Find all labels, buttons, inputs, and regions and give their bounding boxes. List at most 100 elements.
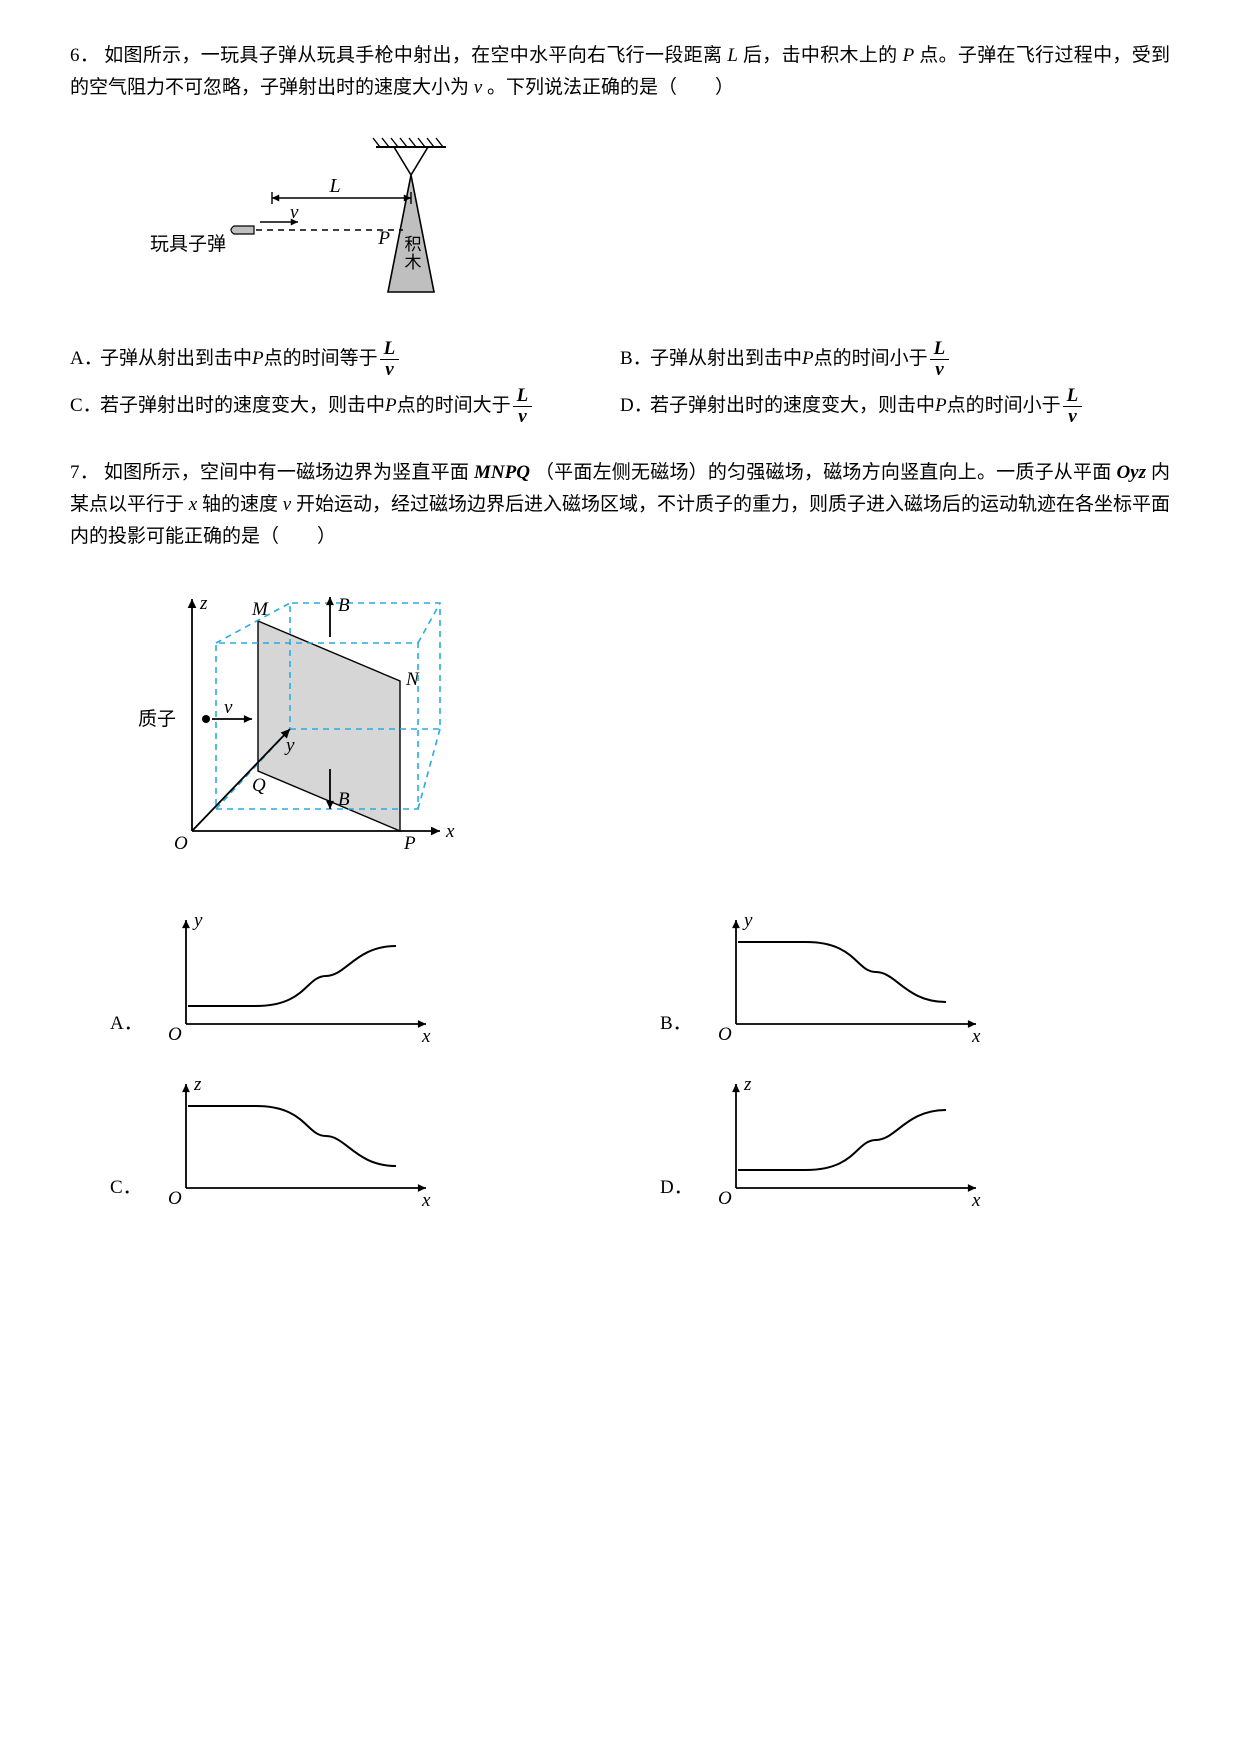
q7-graph-C: Ox z [148,1066,448,1211]
q6-C-frac-num: L [513,386,533,407]
q6-var-L: L [727,45,738,66]
q7-figure: OxzyMNPQBBv质子 [130,581,480,882]
svg-text:y: y [742,910,753,931]
q7-graph-D: Oxz [698,1066,998,1211]
q6-C-letter: C． [70,390,100,422]
q6-row-CD: C． 若子弹射出时的速度变大，则击中 P 点的时间大于 L v D． 若子弹射出… [70,386,1170,427]
svg-text:x: x [421,1190,431,1211]
q6-opt-C[interactable]: C． 若子弹射出时的速度变大，则击中 P 点的时间大于 L v [70,386,620,427]
q6-B-pre: 子弹从射出到击中 [650,343,802,375]
q7-row-AB: A． Ox y B． Ox y [70,902,1170,1058]
svg-text:x: x [971,1026,981,1047]
q6-row-AB: A． 子弹从射出到击中 P 点的时间等于 L v B． 子弹从射出到击中 P 点… [70,339,1170,380]
q6-C-frac-den: v [513,407,533,427]
q7-graph-B: Ox y [698,902,998,1047]
svg-text:v: v [224,697,233,718]
q7-opt-D[interactable]: D． Oxz [620,1066,1170,1222]
svg-text:x: x [421,1026,431,1047]
q7-graph-A: Ox y [148,902,448,1047]
q6-D-letter: D． [620,390,650,422]
q6-figure: Lv P积木 玩具子弹 [130,132,486,321]
q7-graph-D-box: Oxz [698,1066,998,1222]
question-7: 7． 如图所示，空间中有一磁场边界为竖直平面 MNPQ （平面左侧无磁场）的匀强… [70,457,1170,1223]
q7-t2: （平面左侧无磁场）的匀强磁场，磁场方向竖直向上。一质子从平面 [535,462,1117,483]
q6-A-mid: 点的时间等于 [264,343,378,375]
q7-figure-svg: OxzyMNPQBBv质子 [130,581,480,871]
q6-B-frac-num: L [930,339,950,360]
question-6: 6． 如图所示，一玩具子弹从玩具手枪中射出，在空中水平向右飞行一段距离 L 后，… [70,40,1170,427]
q6-C-mid: 点的时间大于 [397,390,511,422]
q6-t2: 后，击中积木上的 [743,45,903,66]
svg-text:x: x [971,1190,981,1211]
q6-t4: 。下列说法正确的是（ ） [487,77,734,98]
svg-text:y: y [192,910,203,931]
q7-D-letter: D． [660,1172,690,1204]
q6-B-frac-den: v [930,360,950,380]
q7-opt-C[interactable]: C． Ox z [70,1066,620,1222]
q7-t4: 轴的速度 [202,494,283,515]
q6-C-frac: L v [511,386,535,427]
q7-var-Oyz: Oyz [1116,462,1146,483]
q6-opt-B[interactable]: B． 子弹从射出到击中 P 点的时间小于 L v [620,339,1170,380]
q7-stem: 7． 如图所示，空间中有一磁场边界为竖直平面 MNPQ （平面左侧无磁场）的匀强… [70,457,1170,554]
q6-D-frac: L v [1061,386,1085,427]
q7-graph-C-box: Ox z [148,1066,448,1222]
q7-row-CD: C． Oxz D． Oxz [70,1066,1170,1222]
q7-t1: 如图所示，空间中有一磁场边界为竖直平面 [104,462,474,483]
svg-text:积: 积 [405,235,422,254]
q6-A-var: P [252,343,264,375]
q6-C-var: P [385,390,397,422]
q6-var-v: v [474,77,482,98]
svg-text:O: O [718,1188,732,1209]
q7-var-MNPQ: MNPQ [474,462,530,483]
q6-D-pre: 若子弹射出时的速度变大，则击中 [650,390,935,422]
svg-text:P: P [403,833,416,854]
svg-text:O: O [168,1188,182,1209]
q6-A-frac: L v [378,339,402,380]
q7-var-x: x [189,494,197,515]
q6-B-frac: L v [928,339,952,380]
q6-D-frac-den: v [1063,407,1083,427]
q6-number: 6． [70,45,99,66]
svg-text:玩具子弹: 玩具子弹 [150,233,226,255]
svg-text:z: z [193,1074,202,1095]
svg-text:z: z [199,593,208,614]
svg-text:L: L [328,175,340,197]
q7-graph-A-box: Ox y [148,902,448,1058]
q6-D-frac-num: L [1063,386,1083,407]
q7-graph-B-box: Ox y [698,902,998,1058]
q7-opt-A[interactable]: A． Ox y [70,902,620,1058]
svg-text:N: N [405,669,420,690]
q6-opt-D[interactable]: D． 若子弹射出时的速度变大，则击中 P 点的时间小于 L v [620,386,1170,427]
q6-A-frac-den: v [380,360,400,380]
q6-D-mid: 点的时间小于 [947,390,1061,422]
q7-C-letter: C． [110,1172,140,1204]
q6-B-mid: 点的时间小于 [814,343,928,375]
svg-text:v: v [290,202,299,223]
q7-number: 7． [70,462,99,483]
svg-text:质子: 质子 [138,708,176,730]
svg-text:P: P [377,228,390,249]
svg-text:M: M [251,599,269,620]
q6-A-letter: A． [70,343,100,375]
svg-text:B: B [338,595,350,616]
svg-text:O: O [168,1024,182,1045]
q7-B-letter: B． [660,1008,690,1040]
svg-text:O: O [174,833,188,854]
q6-stem: 6． 如图所示，一玩具子弹从玩具手枪中射出，在空中水平向右飞行一段距离 L 后，… [70,40,1170,105]
q6-D-var: P [935,390,947,422]
svg-text:x: x [445,821,455,842]
q6-A-frac-num: L [380,339,400,360]
q6-B-letter: B． [620,343,650,375]
q7-A-letter: A． [110,1008,140,1040]
q6-A-pre: 子弹从射出到击中 [100,343,252,375]
svg-text:O: O [718,1024,732,1045]
q6-opt-A[interactable]: A． 子弹从射出到击中 P 点的时间等于 L v [70,339,620,380]
svg-text:B: B [338,789,350,810]
q6-figure-svg: Lv P积木 玩具子弹 [130,132,486,310]
q6-var-P: P [903,45,915,66]
svg-text:木: 木 [405,253,422,272]
q6-t1: 如图所示，一玩具子弹从玩具手枪中射出，在空中水平向右飞行一段距离 [104,45,727,66]
q7-opt-B[interactable]: B． Ox y [620,902,1170,1058]
q6-B-var: P [802,343,814,375]
